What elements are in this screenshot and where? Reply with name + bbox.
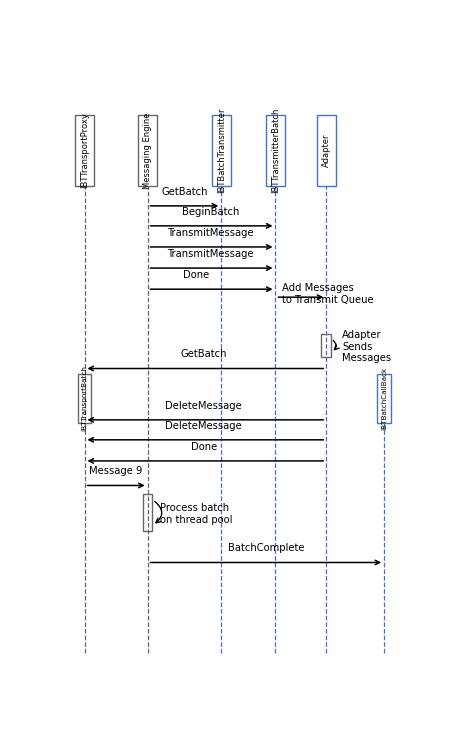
Text: BatchComplete: BatchComplete (228, 543, 304, 554)
Bar (377, 374, 390, 422)
Bar (138, 115, 157, 186)
Bar (321, 334, 331, 357)
Text: TransmitMessage: TransmitMessage (167, 227, 253, 238)
Text: IBTTransportBatch: IBTTransportBatch (81, 365, 87, 431)
Text: DeleteMessage: DeleteMessage (165, 421, 241, 431)
Bar (316, 115, 335, 186)
Text: TransmitMessage: TransmitMessage (167, 249, 253, 259)
Text: DeleteMessage: DeleteMessage (165, 401, 241, 411)
Text: Messaging Engine: Messaging Engine (143, 112, 152, 188)
Bar (143, 494, 152, 531)
Text: IBTBatchCallBack: IBTBatchCallBack (380, 367, 386, 430)
Text: Adapter: Adapter (321, 133, 330, 167)
Text: Adapter
Sends
Messages: Adapter Sends Messages (341, 330, 390, 363)
Bar (78, 374, 91, 422)
Text: Process batch
on thread pool: Process batch on thread pool (160, 503, 232, 525)
Text: IBTTransmitterBatch: IBTTransmitterBatch (270, 107, 279, 193)
Text: BeginBatch: BeginBatch (182, 207, 239, 216)
Text: Message 9: Message 9 (89, 466, 143, 476)
Bar (211, 115, 230, 186)
Text: Add Messages
to Transmit Queue: Add Messages to Transmit Queue (282, 283, 373, 305)
Text: GetBatch: GetBatch (161, 187, 207, 197)
Text: Done: Done (183, 270, 209, 280)
Text: GetBatch: GetBatch (180, 349, 226, 359)
Text: IBTBatchTransmitter: IBTBatchTransmitter (216, 107, 225, 193)
Bar (265, 115, 285, 186)
Text: IBTTransportProxy: IBTTransportProxy (80, 113, 89, 188)
Text: Done: Done (190, 442, 216, 452)
Bar (75, 115, 94, 186)
